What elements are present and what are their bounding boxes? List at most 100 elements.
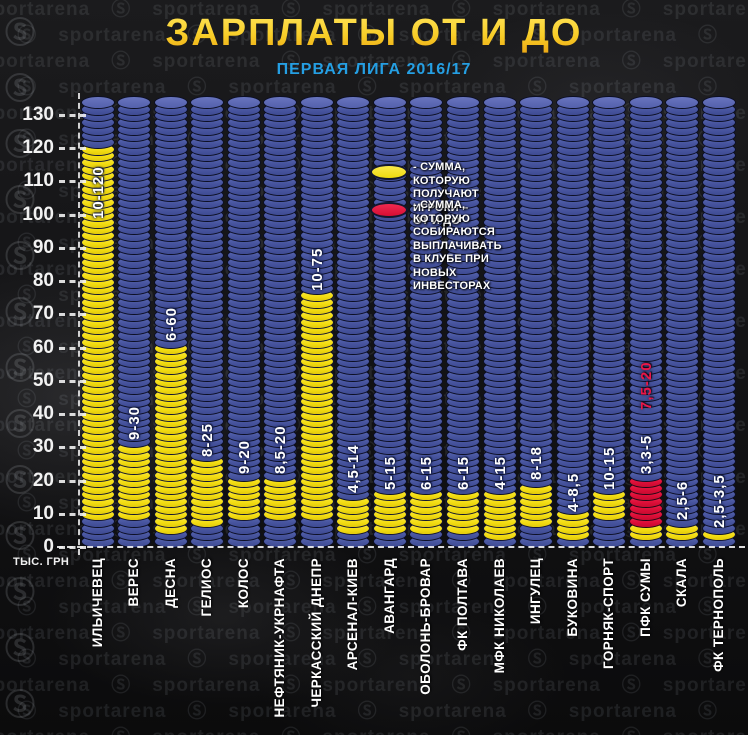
bar-верес [117,92,152,548]
legend-red-chip-icon [370,202,408,218]
legend-item-investor: - СУММА, КОТОРУЮ СОБИРАЮТСЯ ВЫПЛАЧИВАТЬ … [413,199,502,294]
salary-range-label: 8-25 [199,422,217,457]
team-label: ИНГУЛЕЦ [528,558,544,625]
team-label: КОЛОС [235,558,251,609]
team-label: ЧЕРКАССКИЙ ДНЕПР [308,558,324,708]
salary-range-label: 10-120 [89,166,107,219]
y-axis-tick-mark [59,213,86,217]
x-axis-baseline [57,546,745,548]
y-axis-tick-label: 120 [22,137,54,159]
team-label: ГОРНЯК-СПОРТ [601,558,617,669]
watermark-logo-icon: Ⓢ [5,409,35,442]
y-axis-tick-label: 30 [32,436,54,458]
y-axis-line [78,93,80,555]
y-axis-tick-label: 0 [43,536,54,557]
coin-chip [299,96,334,110]
watermark-text: sportarena Ⓢ sportarena Ⓢ sportarena Ⓢ s… [0,649,719,670]
legend-investor-line2: ВЫПЛАЧИВАТЬ В КЛУБЕ ПРИ НОВЫХ ИНВЕСТОРАХ [413,239,502,293]
coin-chip [226,96,261,110]
bar-черкасский-днепр [299,92,334,548]
team-label: ДЕСНА [162,558,178,608]
watermark-logo-icon: Ⓢ [5,577,35,610]
watermark-text: sportarena Ⓢ sportarena Ⓢ sportarena Ⓢ s… [0,597,719,618]
watermark-text: sportarena Ⓢ sportarena Ⓢ sportarena Ⓢ s… [0,20,739,47]
salary-range-label: 10-15 [601,446,619,491]
salary-range-label: 4,5-14 [345,444,363,494]
bar-нефтяник-укрнафта [263,92,298,548]
team-label: АВАНГАРД [381,558,397,634]
watermark-logo-icon: Ⓢ [5,353,35,386]
watermark-logo-icon: Ⓢ [5,129,35,162]
coin-chip [117,96,152,110]
salary-range-label: 4-15 [491,456,509,491]
team-label: НЕФТЯНИК-УКРНАФТА [272,558,288,718]
coin-chip [555,96,590,110]
salary-range-label: 5-15 [381,456,399,491]
salary-range-label: 2,5-6 [674,480,692,521]
y-axis-tick-label: 50 [32,369,54,391]
y-axis-tick-mark [59,413,86,417]
bar-колос [226,92,261,548]
y-axis-tick-label: 100 [22,203,54,225]
y-axis-tick-label: 10 [32,502,54,524]
y-axis-unit-label: ТЫС. ГРН [13,556,70,568]
page-title: ЗАРПЛАТЫ ОТ И ДО [0,12,748,55]
watermark-text: sportarena Ⓢ sportarena Ⓢ sportarena Ⓢ s… [0,675,748,696]
team-label: ПФК СУМЫ [637,558,653,637]
y-axis-tick-mark [59,346,86,350]
team-label: БУКОВИНА [564,558,580,637]
coin-chip [190,96,225,110]
y-axis-tick-label: 60 [32,336,54,358]
watermark-text: sportarena Ⓢ sportarena Ⓢ sportarena Ⓢ s… [0,0,748,20]
watermark-text: sportarena Ⓢ sportarena Ⓢ sportarena Ⓢ s… [0,77,719,98]
team-label: ВЕРЕС [126,558,142,607]
bar-пфк-сумы [628,92,663,548]
watermark-text: sportarena Ⓢ sportarena Ⓢ sportarena Ⓢ s… [0,623,748,644]
salary-range-label: 9-30 [126,406,144,441]
salary-range-label: 6-60 [162,306,180,341]
coin-chip [153,96,188,110]
investor-range-label: 7,5-20 [637,361,655,410]
team-label: ГЕЛИОС [199,558,215,617]
page-subtitle: ПЕРВАЯ ЛИГА 2016/17 [276,61,472,78]
watermark-text: sportarena Ⓢ sportarena Ⓢ sportarena Ⓢ s… [0,545,719,566]
y-axis-tick-label: 80 [32,270,54,292]
watermark-text: sportarena Ⓢ sportarena Ⓢ sportarena Ⓢ s… [0,701,719,722]
y-axis-tick-label: 90 [32,236,54,258]
salary-range-label: 6-15 [418,456,436,491]
team-label: СКАЛА [674,558,690,608]
watermark-logo-icon: Ⓢ [5,185,35,218]
y-axis-tick-label: 20 [32,469,54,491]
watermark-logo-icon: Ⓢ [5,521,35,554]
watermark-logo-icon: Ⓢ [5,465,35,498]
coin-chip [372,96,407,110]
watermark-logo-icon: Ⓢ [5,633,35,666]
watermark-logo-icon: Ⓢ [5,241,35,274]
y-axis-tick-mark [59,546,86,549]
legend-yellow-chip-icon [370,164,408,180]
salary-range-label: 9-20 [235,439,253,474]
y-axis-tick-label: 130 [22,103,54,125]
y-axis-tick-label: 110 [23,170,54,192]
coin-chip [482,96,517,110]
team-label: ФК ТЕРНОПОЛЬ [710,558,726,672]
bar-десна [153,92,188,548]
watermark-text: sportarena Ⓢ sportarena Ⓢ sportarena Ⓢ s… [0,571,748,592]
y-axis-tick-mark [59,113,86,117]
salary-range-label: 3,3-5 [637,434,655,474]
y-axis-tick-mark [59,147,86,151]
coin-chip [628,96,663,110]
y-axis-tick-mark [59,180,86,184]
salary-range-label: 10-75 [308,247,326,291]
y-axis-tick-mark [59,379,86,383]
bar-ильичевец [80,92,115,548]
y-axis-tick-mark [59,246,86,250]
watermark-text: sportarena Ⓢ sportarena Ⓢ sportarena Ⓢ s… [0,51,748,72]
salary-range-label: 8-18 [528,446,546,481]
team-label: ОБОЛОНЬ-БРОВАР [418,558,434,695]
coin-chip [701,96,736,110]
team-label: ИЛЬИЧЕВЕЦ [89,558,105,648]
y-axis-tick-mark [59,446,86,450]
y-axis-tick-mark [59,512,86,516]
